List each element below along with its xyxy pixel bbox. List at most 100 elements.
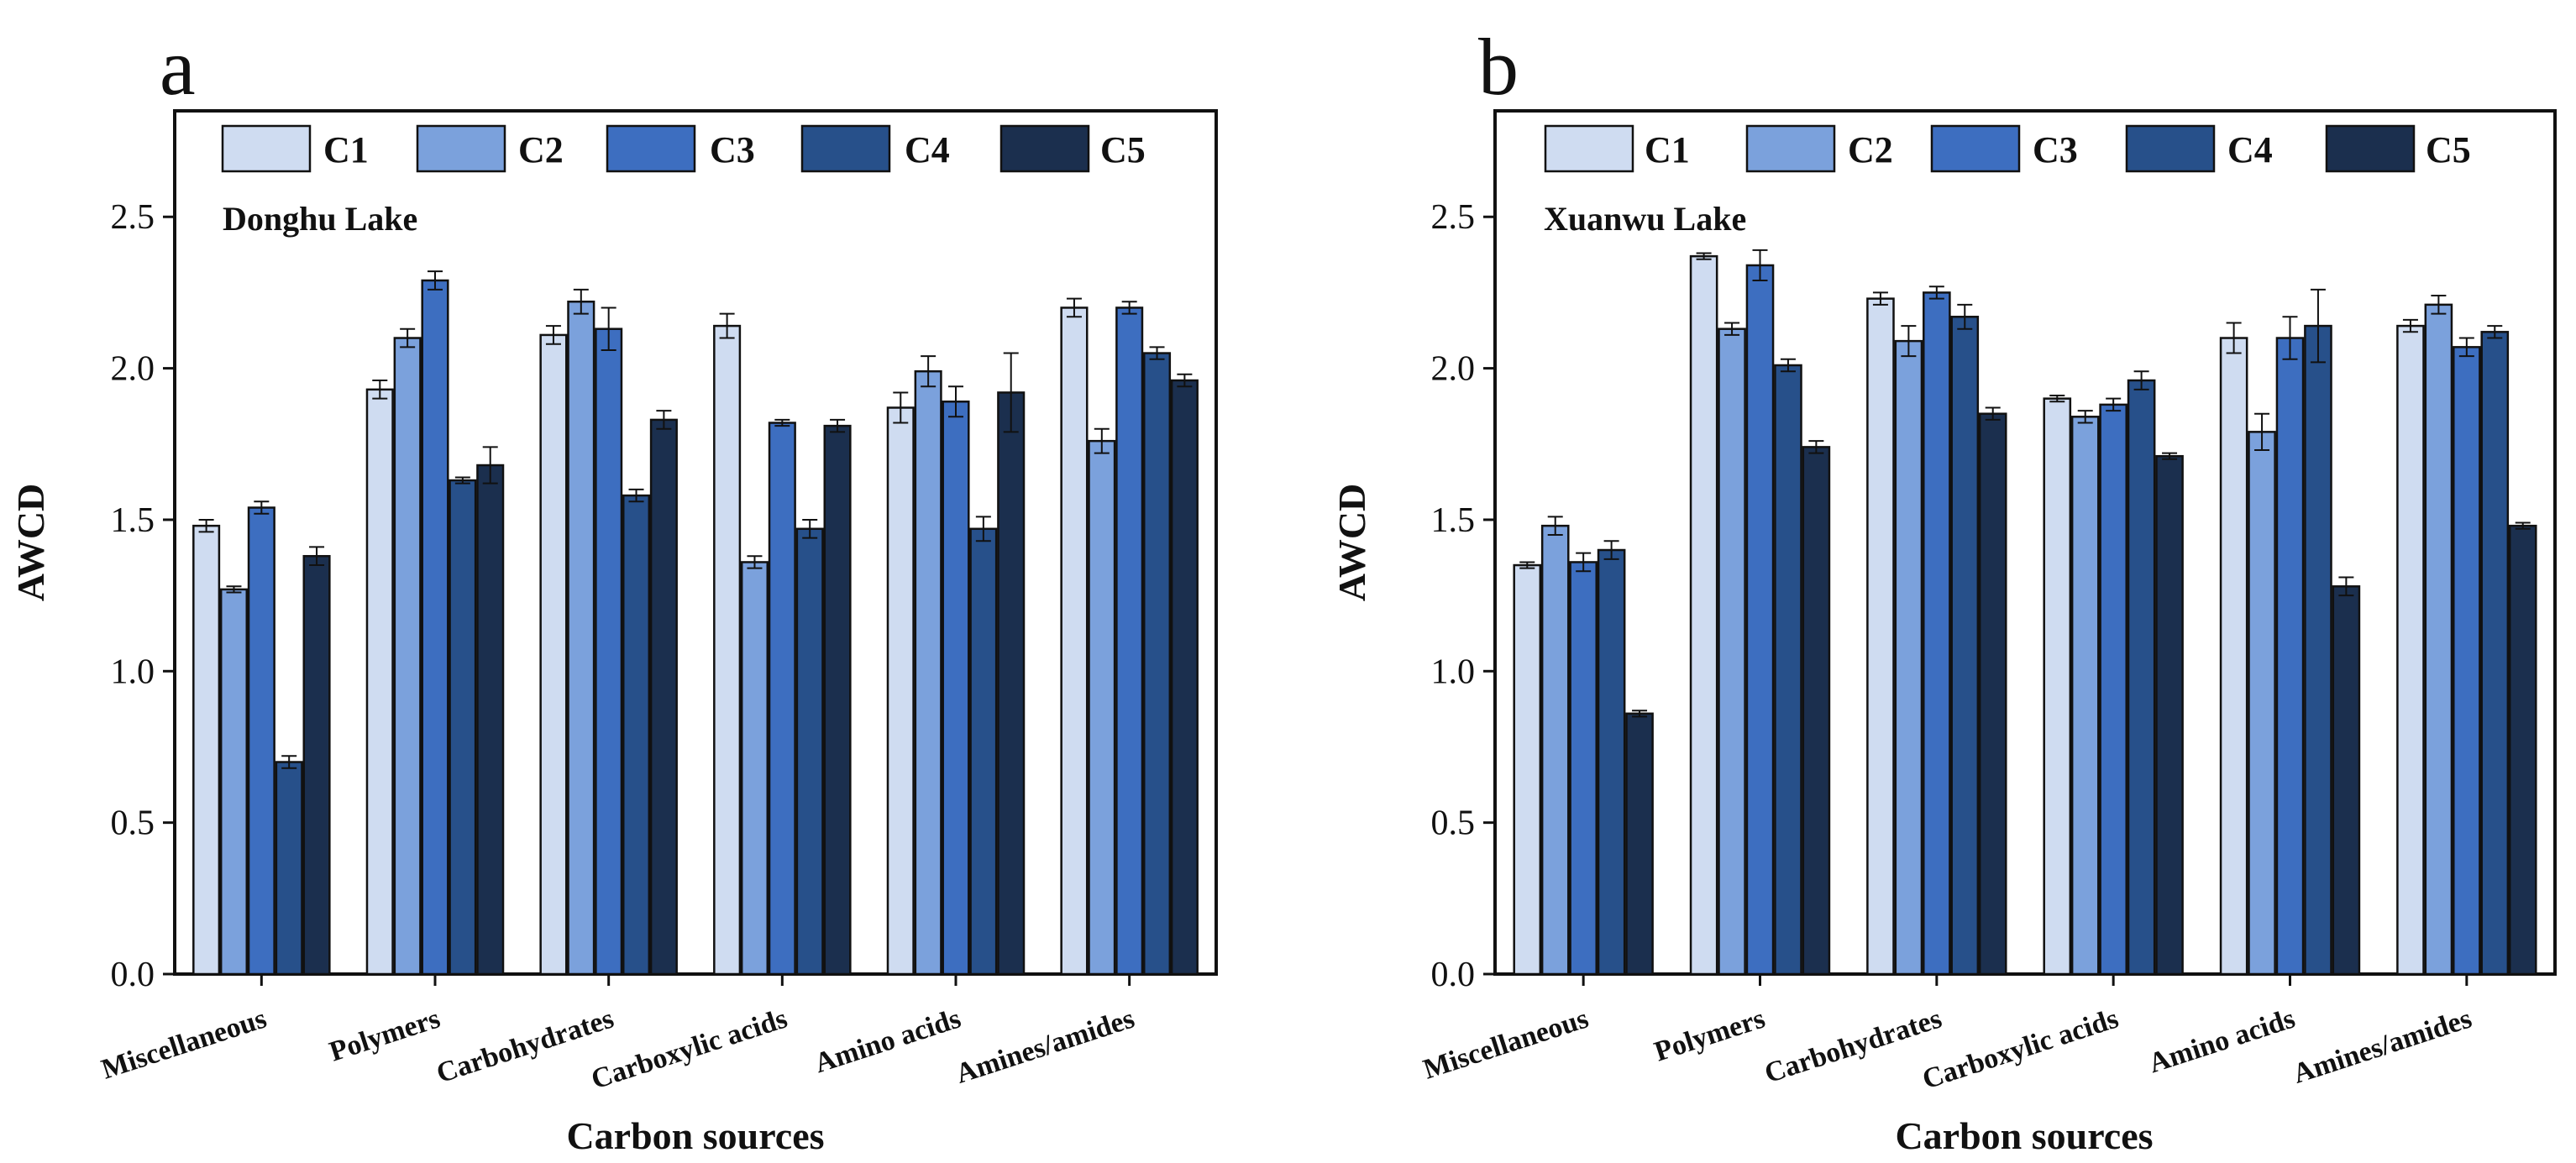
bar-c3 — [2453, 346, 2481, 976]
bar-c1 — [2219, 337, 2248, 976]
bar-c3 — [2099, 403, 2127, 976]
panel-letter: a — [160, 22, 196, 112]
bar-c4 — [622, 494, 651, 976]
legend-swatch-c4 — [800, 124, 891, 173]
bar-c4 — [1142, 352, 1172, 976]
bar-c5 — [1978, 412, 2007, 976]
y-tick-label: 0.5 — [111, 804, 155, 843]
bar-c1 — [365, 388, 394, 976]
bar-c5 — [823, 424, 852, 976]
x-axis-title: Carbon sources — [566, 1114, 824, 1157]
bar-c1 — [1689, 254, 1718, 976]
y-tick-label: 2.5 — [1431, 198, 1476, 237]
legend-swatch-c3 — [1930, 124, 2021, 173]
x-tick-label: Miscellaneous — [1419, 1003, 1592, 1085]
bar-c4 — [2304, 324, 2332, 976]
bar-c4 — [1950, 316, 1980, 976]
x-tick-label: Miscellaneous — [97, 1003, 270, 1085]
bar-c5 — [1625, 712, 1654, 976]
bar-c3 — [768, 422, 796, 976]
panel-letter: b — [1478, 22, 1519, 112]
y-tick-label: 1.5 — [111, 501, 155, 540]
x-tick-label: Amino acids — [811, 1003, 964, 1079]
bar-c1 — [886, 406, 915, 976]
bar-c3 — [1569, 561, 1598, 976]
legend-label-c2: C2 — [518, 129, 564, 170]
bar-c2 — [567, 300, 595, 976]
bar-c3 — [1923, 291, 1951, 976]
legend-label-c1: C1 — [1645, 129, 1690, 170]
legend-label-c4: C4 — [2227, 129, 2273, 170]
plot-frame — [1493, 109, 2557, 976]
y-tick-label: 1.5 — [1431, 501, 1476, 540]
bar-c4 — [2480, 331, 2510, 976]
y-tick-label: 0.0 — [1431, 956, 1476, 994]
y-tick-label: 2.0 — [1431, 350, 1476, 389]
bar-c1 — [713, 324, 742, 976]
bar-c3 — [247, 506, 275, 976]
bar-c5 — [1170, 379, 1199, 976]
bar-c2 — [393, 337, 422, 976]
legend-swatch-c2 — [416, 124, 506, 173]
bar-c4 — [1774, 364, 1802, 976]
bar-c1 — [2396, 324, 2425, 976]
bar-c3 — [942, 401, 970, 976]
y-tick-label: 0.5 — [1431, 804, 1476, 843]
legend-label-c5: C5 — [1100, 129, 1146, 170]
bar-c4 — [2127, 379, 2156, 976]
legend-swatch-c5 — [999, 124, 1090, 173]
bar-c2 — [2248, 431, 2276, 976]
legend-label-c2: C2 — [1848, 129, 1893, 170]
legend-label-c3: C3 — [2033, 129, 2078, 170]
bar-c5 — [302, 554, 331, 976]
x-tick-label: Polymers — [326, 1003, 444, 1067]
x-tick-label: Amines/amides — [952, 1003, 1139, 1089]
x-tick-label: Carboxylic acids — [588, 1003, 791, 1095]
bar-c2 — [2070, 416, 2100, 976]
bar-c2 — [1088, 439, 1116, 976]
plot-frame — [173, 109, 1218, 976]
bar-c3 — [421, 279, 449, 976]
bar-c1 — [1513, 563, 1542, 976]
lake-annotation: Xuanwu Lake — [1544, 200, 1746, 238]
y-tick-label: 2.0 — [111, 350, 155, 389]
bar-c5 — [649, 418, 678, 976]
bar-c4 — [449, 479, 477, 976]
panel-b: b 0.0 0.5 1.0 1.5 2.0 2.5 AWCD Miscellaneous Poly… — [1330, 22, 2557, 1157]
x-tick-label: Carbohydrates — [1760, 1003, 1945, 1089]
bar-c1 — [539, 333, 568, 976]
panel-a: a 0.0 0.5 1.0 1.5 2.0 2.5 AWCD Miscellaneous Poly… — [9, 22, 1218, 1157]
legend-swatch-c5 — [2325, 124, 2416, 173]
bar-c2 — [1718, 327, 1746, 976]
y-axis-title: AWCD — [1330, 484, 1373, 602]
x-tick-label: Amino acids — [2145, 1003, 2299, 1079]
x-tick-label: Amines/amides — [2290, 1003, 2476, 1089]
y-tick-label: 1.0 — [1431, 652, 1476, 691]
bar-c5 — [1802, 446, 1831, 976]
bar-c4 — [275, 761, 303, 976]
bar-c4 — [1597, 548, 1626, 976]
y-tick-label: 0.0 — [111, 956, 155, 994]
bar-c5 — [2155, 454, 2184, 976]
legend-swatch-c2 — [1745, 124, 1836, 173]
bar-c2 — [219, 588, 249, 976]
bar-c3 — [1745, 264, 1775, 976]
bar-c4 — [969, 527, 998, 976]
y-axis-title: AWCD — [9, 484, 52, 602]
bar-c2 — [914, 369, 942, 976]
bar-c2 — [1894, 339, 1923, 976]
x-axis-title: Carbon sources — [1895, 1114, 2153, 1157]
bar-c4 — [795, 527, 824, 976]
bar-c2 — [1540, 524, 1570, 976]
bar-c1 — [2043, 397, 2072, 976]
legend-swatch-c1 — [221, 124, 312, 173]
bar-c3 — [1115, 306, 1144, 976]
bar-c1 — [1866, 297, 1895, 976]
bar-c5 — [2332, 585, 2361, 976]
x-tick-label: Carbohydrates — [433, 1003, 617, 1089]
bar-c3 — [595, 327, 623, 976]
y-tick-label: 2.5 — [111, 198, 155, 237]
bar-c2 — [740, 561, 769, 976]
bar-c2 — [2424, 303, 2453, 976]
